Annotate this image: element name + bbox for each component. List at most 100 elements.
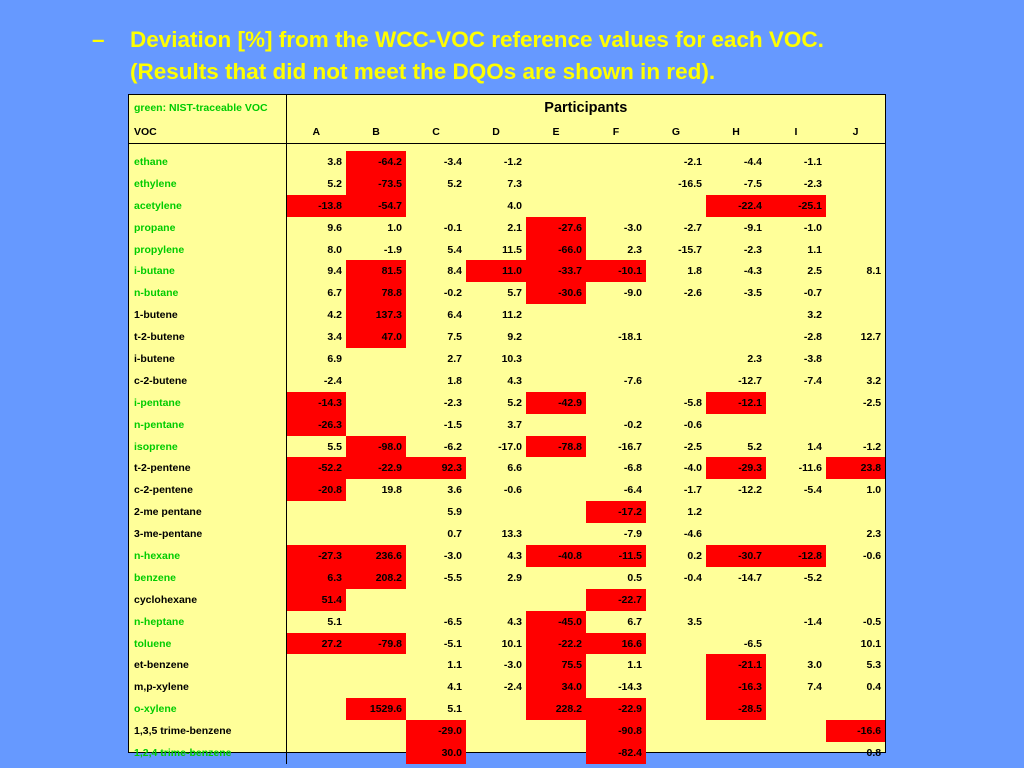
deviation-cell-failed: -82.4 xyxy=(586,742,646,764)
deviation-cell xyxy=(286,501,346,523)
deviation-cell xyxy=(286,676,346,698)
deviation-cell: 5.2 xyxy=(747,440,762,453)
participant-header-h: H xyxy=(706,121,766,144)
deviation-cell: -7.4 xyxy=(803,374,822,387)
deviation-cell: -1.9 xyxy=(383,243,402,256)
deviation-cell: -0.5 xyxy=(863,615,882,628)
deviation-cell-failed: -73.5 xyxy=(346,172,406,195)
deviation-cell xyxy=(586,151,646,173)
deviation-cell: -5.8 xyxy=(683,396,702,409)
deviation-cell: -3.0 xyxy=(503,659,522,672)
deviation-cell: 3.7 xyxy=(507,418,522,431)
deviation-cell xyxy=(526,720,586,742)
deviation-cell: -14.7 xyxy=(738,571,762,584)
voc-name: 2-me pentane xyxy=(129,501,287,524)
voc-name: propane xyxy=(129,216,287,239)
deviation-cell-failed: -98.0 xyxy=(346,435,406,458)
voc-name: isoprene xyxy=(129,435,287,458)
deviation-cell xyxy=(286,654,346,676)
deviation-cell: -3.4 xyxy=(443,155,462,168)
deviation-cell: -6.5 xyxy=(743,637,762,650)
deviation-cell-failed: -54.7 xyxy=(346,194,406,217)
deviation-cell: 0.5 xyxy=(627,571,642,584)
deviation-cell: 7.3 xyxy=(507,177,522,190)
deviation-cell-failed: -10.1 xyxy=(586,260,646,283)
deviation-cell xyxy=(346,414,406,436)
deviation-cell: 10.1 xyxy=(860,637,882,650)
deviation-cell: -0.6 xyxy=(863,549,882,562)
deviation-cell: 5.3 xyxy=(866,659,882,672)
deviation-cell-failed: -45.0 xyxy=(526,610,586,633)
table-title-row: green: NIST-traceable VOC Participants xyxy=(129,95,885,121)
deviation-cell xyxy=(346,611,406,633)
deviation-cell-failed: 11.0 xyxy=(466,260,526,283)
deviation-cell: 7.5 xyxy=(447,331,462,344)
deviation-cell-failed: -22.9 xyxy=(346,457,406,480)
deviation-cell: -5.2 xyxy=(803,571,822,584)
deviation-cell xyxy=(766,698,826,720)
deviation-cell xyxy=(646,195,706,217)
deviation-cell-failed: 75.5 xyxy=(526,654,586,677)
deviation-cell: 4.2 xyxy=(327,309,342,322)
deviation-cell: 2.7 xyxy=(447,352,462,365)
voc-name: ethylene xyxy=(129,172,287,195)
participant-header-b: B xyxy=(346,121,406,144)
deviation-cell xyxy=(826,239,885,261)
deviation-cell-failed: -33.7 xyxy=(526,260,586,283)
voc-column-header: VOC xyxy=(129,121,287,144)
deviation-cell: -3.0 xyxy=(443,549,462,562)
deviation-cell-failed: -79.8 xyxy=(346,632,406,655)
deviation-cell-failed: -29.3 xyxy=(706,457,766,480)
table-row: propane 9.6 1.0 -0.1 2.1 -27.6 -3.0 -2.7 -9.1 -1.… xyxy=(129,216,885,239)
voc-name: 3-me-pentane xyxy=(129,523,287,546)
deviation-cell xyxy=(346,392,406,414)
deviation-cell: -2.5 xyxy=(863,396,882,409)
deviation-cell xyxy=(646,589,706,611)
deviation-cell: -2.4 xyxy=(323,374,342,387)
deviation-cell: -0.6 xyxy=(683,418,702,431)
deviation-cell: -1.5 xyxy=(443,418,462,431)
table-row: 1-butene 4.2 137.3 6.4 11.2 3.2 xyxy=(129,304,885,327)
deviation-cell xyxy=(766,589,826,611)
voc-name: i-butane xyxy=(129,260,287,283)
deviation-cell: 11.5 xyxy=(502,243,522,256)
deviation-cell: -1.0 xyxy=(803,221,822,234)
voc-name: i-pentane xyxy=(129,391,287,414)
deviation-cell: -7.5 xyxy=(743,177,762,190)
deviation-cell xyxy=(826,173,885,195)
deviation-cell xyxy=(706,523,766,545)
deviation-cell xyxy=(826,501,885,523)
deviation-cell xyxy=(346,501,406,523)
deviation-cell xyxy=(346,589,406,611)
deviation-cell: 1.4 xyxy=(807,440,822,453)
deviation-cell: 6.4 xyxy=(447,309,462,322)
deviation-cell xyxy=(526,742,586,764)
deviation-cell: 8.0 xyxy=(327,243,342,256)
deviation-cell: -9.1 xyxy=(743,221,762,234)
deviation-cell: 5.2 xyxy=(447,177,462,190)
deviation-cell-failed: -14.3 xyxy=(286,391,346,414)
deviation-cell: 3.5 xyxy=(687,615,702,628)
voc-name: m,p-xylene xyxy=(129,676,287,699)
deviation-cell-failed: -40.8 xyxy=(526,545,586,567)
deviation-cell: -2.7 xyxy=(683,221,702,234)
deviation-cell: -14.3 xyxy=(618,681,642,694)
deviation-cell: -9.0 xyxy=(623,287,642,300)
deviation-cell-failed: -42.9 xyxy=(526,391,586,414)
deviation-cell xyxy=(346,523,406,545)
deviation-cell: 5.4 xyxy=(447,243,462,256)
deviation-cell xyxy=(766,720,826,742)
deviation-cell xyxy=(526,326,586,348)
deviation-cell: -0.4 xyxy=(683,571,702,584)
deviation-cell-failed: -26.3 xyxy=(286,413,346,436)
deviation-cell: -12.7 xyxy=(738,374,762,387)
deviation-cell-failed: -64.2 xyxy=(346,151,406,173)
deviation-cell-failed: -12.1 xyxy=(706,391,766,414)
deviation-cell xyxy=(706,501,766,523)
deviation-cell xyxy=(826,698,885,720)
table-row: i-butane 9.4 81.5 8.4 11.0 -33.7 -10.1 1.8 -4.3 2… xyxy=(129,260,885,283)
deviation-cell xyxy=(286,698,346,720)
table-row: c-2-pentene -20.8 19.8 3.6 -0.6 -6.4 -1.7 -12.2… xyxy=(129,479,885,502)
voc-name: c-2-butene xyxy=(129,369,287,392)
green-legend: green: NIST-traceable VOC xyxy=(129,95,287,121)
